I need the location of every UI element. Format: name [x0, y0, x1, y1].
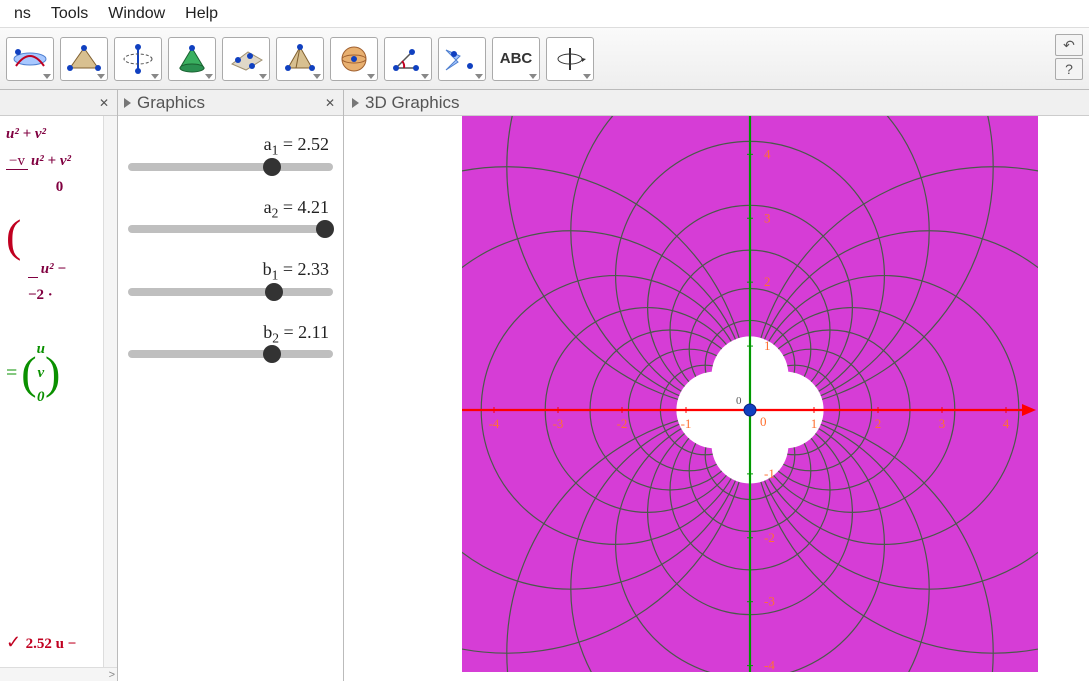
3d-graphics-panel: 3D Graphics -4 -3 -2 -1 1 2 3 4 -4 -3 -2 -1 1 2 3 4 0 0 [344, 90, 1089, 681]
slider-thumb[interactable] [265, 283, 283, 301]
chevron-down-icon [421, 74, 429, 79]
slider-label: b1 = 2.33 [128, 259, 333, 284]
slider-row: b2 = 2.11 [128, 322, 333, 359]
svg-text:0: 0 [760, 414, 767, 429]
svg-text:-1: -1 [681, 416, 692, 431]
tool-text[interactable]: ABC [492, 37, 540, 81]
slider-row: b1 = 2.33 [128, 259, 333, 296]
tool-sphere[interactable] [330, 37, 378, 81]
algebra-body: u² + v² −vu² + v² 0 ( u² − −2 · = ( u v … [0, 116, 117, 681]
slider-track[interactable] [128, 225, 333, 233]
graphics-panel-title[interactable]: Graphics [124, 93, 205, 113]
algebra-expr: 0 [6, 175, 113, 199]
slider-thumb[interactable] [263, 345, 281, 363]
tool-plane-3points[interactable] [222, 37, 270, 81]
disclosure-triangle-icon [124, 98, 131, 108]
undo-button[interactable]: ↶ [1055, 34, 1083, 56]
tool-plane-intersect[interactable] [6, 37, 54, 81]
svg-text:4: 4 [1003, 416, 1010, 431]
slider-thumb[interactable] [263, 158, 281, 176]
chevron-down-icon [529, 74, 537, 79]
slider-label: a1 = 2.52 [128, 134, 333, 159]
toolbar: ABC ↶ ? [0, 28, 1089, 90]
tool-reflect[interactable] [438, 37, 486, 81]
algebra-panel: ✕ u² + v² −vu² + v² 0 ( u² − −2 · = ( u … [0, 90, 118, 681]
close-icon[interactable]: ✕ [95, 94, 113, 112]
disclosure-triangle-icon [352, 98, 359, 108]
svg-text:-1: -1 [764, 466, 775, 481]
svg-text:3: 3 [764, 210, 771, 225]
menu-bar: ns Tools Window Help [0, 0, 1089, 28]
close-icon[interactable]: ✕ [321, 94, 339, 112]
tool-polygon[interactable] [60, 37, 108, 81]
svg-text:1: 1 [764, 338, 771, 353]
tool-rotate-view[interactable] [546, 37, 594, 81]
chevron-down-icon [151, 74, 159, 79]
help-icon: ? [1065, 61, 1073, 77]
menu-item[interactable]: ns [4, 3, 41, 25]
menu-item[interactable]: Tools [41, 3, 98, 25]
svg-text:2: 2 [764, 274, 771, 289]
chevron-down-icon [313, 74, 321, 79]
chevron-down-icon [43, 74, 51, 79]
algebra-vector: = ( u v 0 ) [6, 337, 113, 409]
workspace: ✕ u² + v² −vu² + v² 0 ( u² − −2 · = ( u … [0, 90, 1089, 681]
slider-label: b2 = 2.11 [128, 322, 333, 347]
chevron-down-icon [259, 74, 267, 79]
svg-text:-2: -2 [764, 530, 775, 545]
plot-area[interactable]: -4 -3 -2 -1 1 2 3 4 -4 -3 -2 -1 1 2 3 4 0 0 [344, 116, 1089, 681]
slider-track[interactable] [128, 163, 333, 171]
algebra-expr: −vu² + v² [6, 148, 113, 173]
sliders-container: a1 = 2.52 a2 = 4.21 b1 = 2.33 b2 = 2.11 [118, 116, 343, 384]
algebra-expr: u² + v² [6, 122, 113, 146]
scrollbar-vertical[interactable] [103, 116, 117, 667]
chevron-down-icon [205, 74, 213, 79]
chevron-down-icon [367, 74, 375, 79]
plot-svg: -4 -3 -2 -1 1 2 3 4 -4 -3 -2 -1 1 2 3 4 0 0 [462, 116, 1038, 672]
slider-track[interactable] [128, 350, 333, 358]
chevron-down-icon [97, 74, 105, 79]
scrollbar-horizontal[interactable]: > [0, 667, 117, 681]
abc-label: ABC [500, 50, 533, 67]
svg-text:-3: -3 [553, 416, 564, 431]
svg-text:4: 4 [764, 146, 771, 161]
3d-graphics-panel-title[interactable]: 3D Graphics [352, 93, 459, 113]
graphics-panel: Graphics ✕ a1 = 2.52 a2 = 4.21 b1 = 2.33 b2… [118, 90, 344, 681]
slider-row: a2 = 4.21 [128, 197, 333, 234]
svg-text:-2: -2 [617, 416, 628, 431]
menu-item[interactable]: Window [98, 3, 175, 25]
toolbar-right: ↶ ? [1055, 34, 1083, 80]
slider-track[interactable] [128, 288, 333, 296]
chevron-down-icon [583, 74, 591, 79]
algebra-expr: −2 · [6, 283, 113, 307]
algebra-expr: ✓ 2.52 u − [6, 628, 76, 657]
3d-graphics-panel-header: 3D Graphics [344, 90, 1089, 116]
algebra-expr: u² − [6, 257, 113, 282]
svg-text:-4: -4 [764, 658, 775, 672]
help-button[interactable]: ? [1055, 58, 1083, 80]
svg-text:3: 3 [939, 416, 946, 431]
slider-label: a2 = 4.21 [128, 197, 333, 222]
svg-text:1: 1 [811, 416, 818, 431]
svg-text:-4: -4 [489, 416, 500, 431]
svg-text:2: 2 [875, 416, 882, 431]
tool-cone[interactable] [168, 37, 216, 81]
chevron-down-icon [475, 74, 483, 79]
algebra-expr: ( [6, 215, 113, 259]
menu-item[interactable]: Help [175, 3, 228, 25]
graphics-panel-header: Graphics ✕ [118, 90, 343, 116]
algebra-panel-header: ✕ [0, 90, 117, 116]
tool-pyramid[interactable] [276, 37, 324, 81]
svg-text:-3: -3 [764, 594, 775, 609]
tool-angle[interactable] [384, 37, 432, 81]
slider-thumb[interactable] [316, 220, 334, 238]
svg-text:0: 0 [736, 395, 742, 407]
undo-icon: ↶ [1063, 37, 1075, 54]
tool-rotation-axis[interactable] [114, 37, 162, 81]
slider-row: a1 = 2.52 [128, 134, 333, 171]
